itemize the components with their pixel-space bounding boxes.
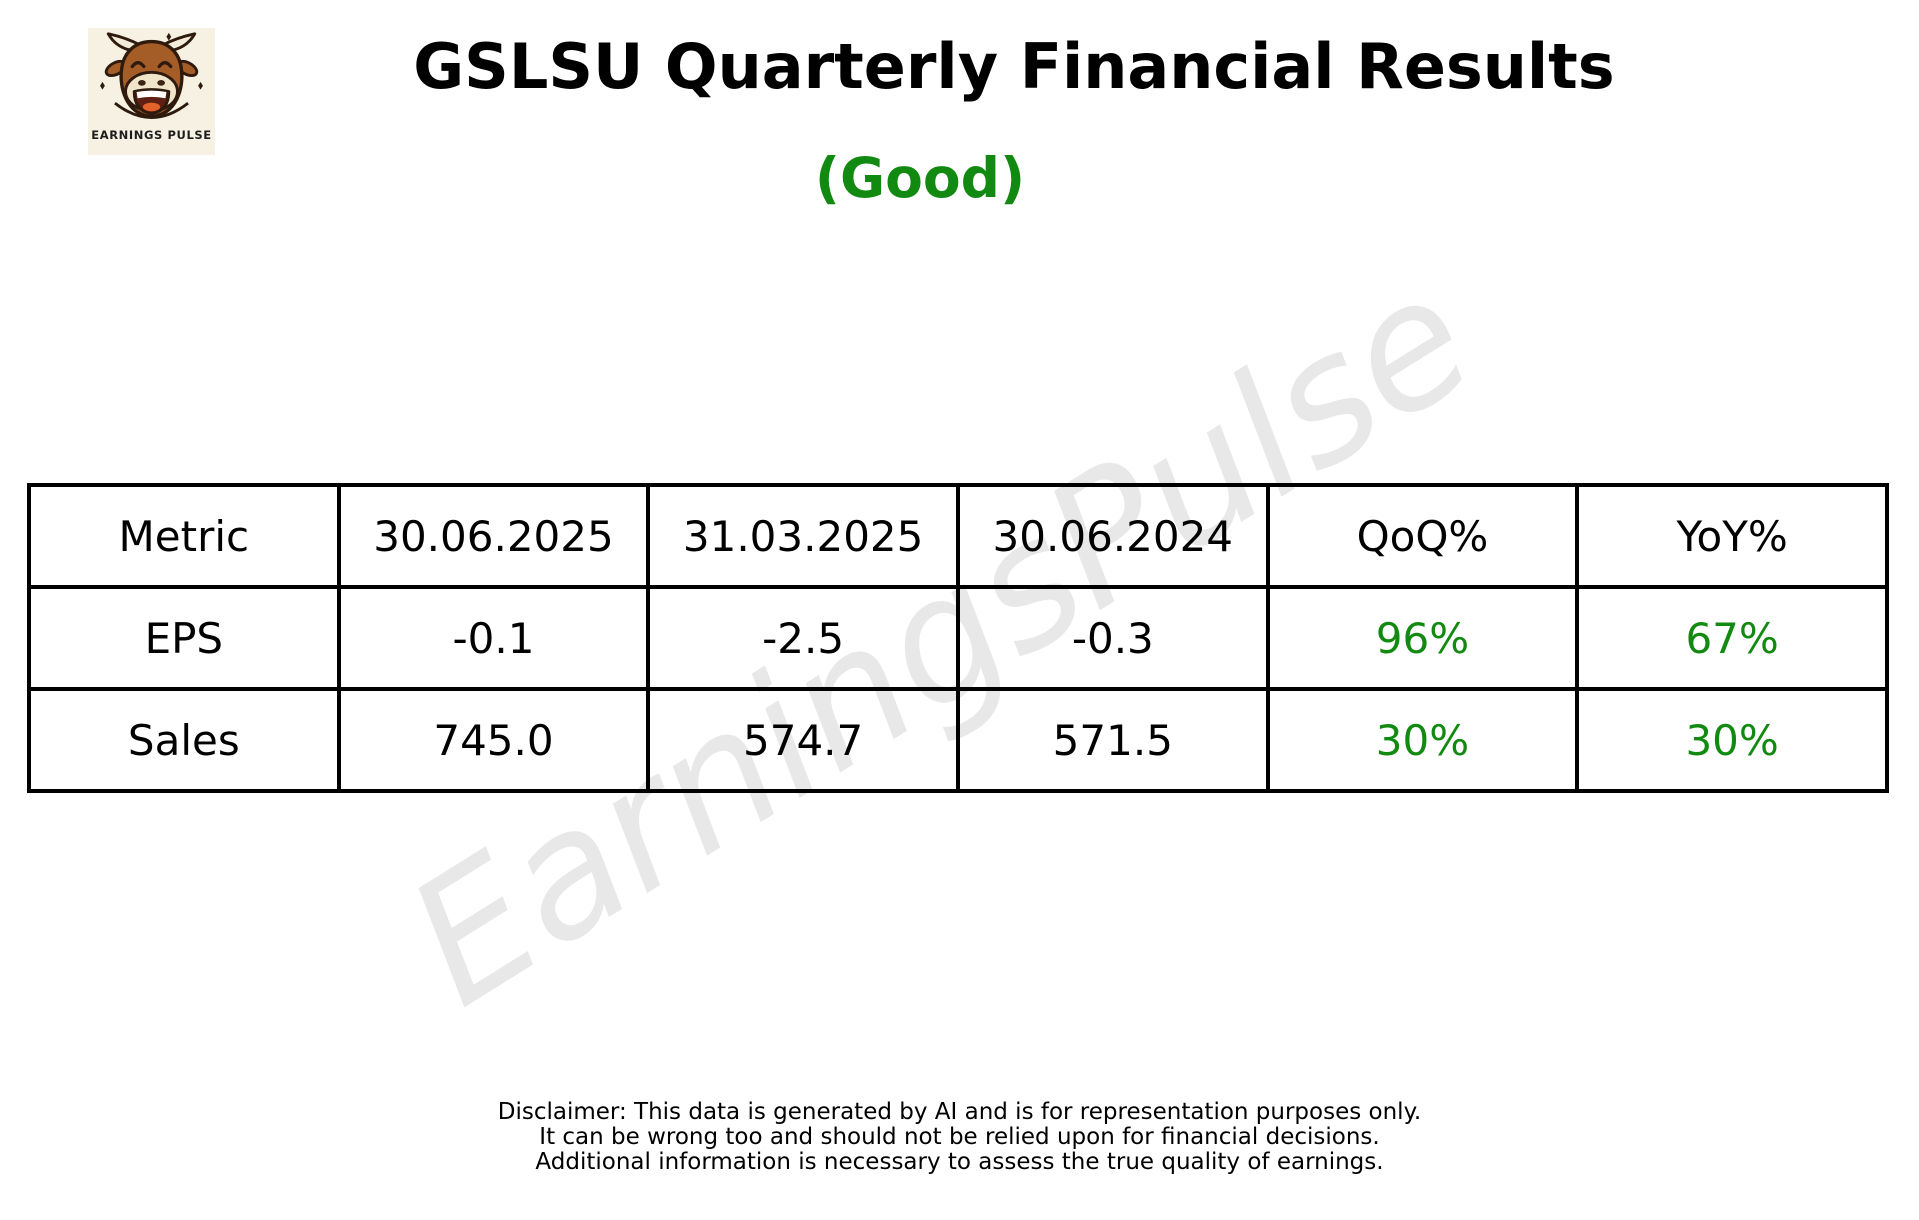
- earnings-pulse-logo: EARNINGS PULSE: [88, 28, 215, 155]
- disclaimer-line-3: Additional information is necessary to a…: [535, 1149, 1384, 1175]
- table-row-sales: Sales 745.0 574.7 571.5 30% 30%: [27, 687, 1889, 793]
- sales-qoq-value: 30%: [1265, 687, 1580, 793]
- eps-yoy-value: 67%: [1575, 585, 1889, 691]
- col-header-q-yearago: 30.06.2024: [955, 483, 1270, 589]
- sparkle-icon: [166, 32, 172, 41]
- sales-q-prev: 574.7: [646, 687, 960, 793]
- verdict-label: (Good): [814, 146, 1026, 210]
- laughing-bull-icon: [91, 28, 212, 130]
- sales-q-yearago: 571.5: [955, 687, 1270, 793]
- page-title: GSLSU Quarterly Financial Results: [413, 30, 1615, 103]
- sales-q-current: 745.0: [336, 687, 651, 793]
- eps-metric-label: EPS: [27, 585, 341, 691]
- sales-yoy-value: 30%: [1575, 687, 1889, 793]
- col-header-q-prev: 31.03.2025: [646, 483, 960, 589]
- disclaimer-line-2: It can be wrong too and should not be re…: [539, 1124, 1380, 1150]
- disclaimer-block: Disclaimer: This data is generated by AI…: [0, 1100, 1919, 1175]
- sparkle-icon: [100, 81, 105, 90]
- logo-brand-text: EARNINGS PULSE: [91, 128, 212, 142]
- sales-metric-label: Sales: [27, 687, 341, 793]
- table-header-row: Metric 30.06.2025 31.03.2025 30.06.2024 …: [27, 483, 1889, 589]
- col-header-yoy: YoY%: [1575, 483, 1889, 589]
- col-header-q-current: 30.06.2025: [336, 483, 651, 589]
- eps-q-yearago: -0.3: [955, 585, 1270, 691]
- eps-qoq-value: 96%: [1265, 585, 1580, 691]
- eps-q-current: -0.1: [336, 585, 651, 691]
- col-header-metric: Metric: [27, 483, 341, 589]
- eps-q-prev: -2.5: [646, 585, 960, 691]
- col-header-qoq: QoQ%: [1265, 483, 1580, 589]
- table-row-eps: EPS -0.1 -2.5 -0.3 96% 67%: [27, 585, 1889, 691]
- sparkle-icon: [198, 81, 203, 90]
- disclaimer-line-1: Disclaimer: This data is generated by AI…: [497, 1099, 1422, 1125]
- quarterly-results-table: Metric 30.06.2025 31.03.2025 30.06.2024 …: [27, 483, 1889, 793]
